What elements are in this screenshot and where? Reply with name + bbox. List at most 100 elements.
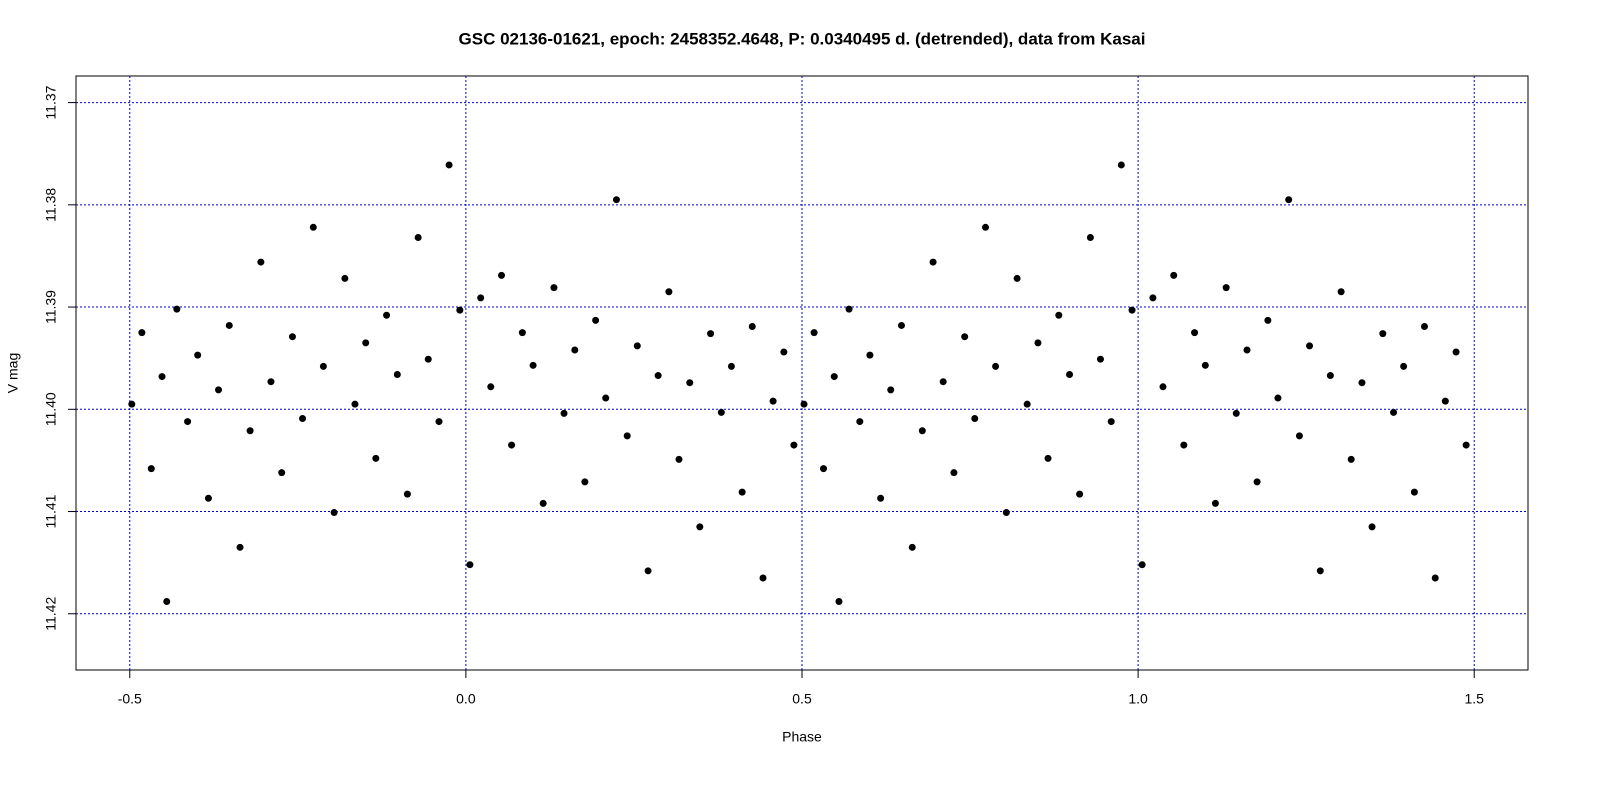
data-point [654, 372, 662, 380]
data-point [1055, 311, 1063, 319]
data-point [830, 373, 838, 381]
data-point [1347, 455, 1355, 463]
data-point [1441, 397, 1449, 405]
y-axis-label: V mag [5, 353, 21, 393]
data-point [592, 316, 600, 324]
data-point [278, 469, 286, 477]
data-point [1023, 400, 1031, 408]
data-point [1337, 288, 1345, 296]
data-point [1066, 371, 1074, 379]
data-point [309, 223, 317, 231]
chart-title: GSC 02136-01621, epoch: 2458352.4648, P:… [459, 29, 1146, 48]
data-point [820, 465, 828, 473]
data-point [612, 196, 620, 204]
data-point [971, 414, 979, 422]
data-point [1358, 379, 1366, 387]
x-tick-label: 1.0 [1128, 691, 1148, 707]
data-point [1180, 441, 1188, 449]
data-point [529, 361, 537, 369]
data-point [498, 271, 506, 279]
data-point [866, 351, 874, 359]
data-point [435, 418, 443, 426]
data-point [1390, 408, 1398, 416]
data-point [633, 342, 641, 350]
data-point [393, 371, 401, 379]
data-point [1002, 509, 1010, 517]
data-point [908, 543, 916, 551]
data-point [466, 561, 474, 569]
data-point [1462, 441, 1470, 449]
data-point [707, 330, 715, 338]
data-point [1076, 490, 1084, 498]
data-point [1044, 454, 1052, 462]
data-point [383, 311, 391, 319]
data-point [950, 469, 958, 477]
y-tick-label: 11.42 [43, 597, 59, 631]
data-point [225, 321, 233, 329]
x-axis-label: Phase [782, 729, 822, 745]
data-point [1222, 284, 1230, 292]
data-point [288, 333, 296, 341]
x-tick-label: 0.5 [792, 691, 812, 707]
y-tick-label: 11.41 [43, 494, 59, 528]
data-point [982, 223, 990, 231]
data-point [236, 543, 244, 551]
data-point [299, 414, 307, 422]
data-point [1368, 523, 1376, 531]
data-point [929, 258, 937, 266]
data-point [560, 409, 568, 417]
data-point [194, 351, 202, 359]
data-point [1285, 196, 1293, 204]
data-point [696, 523, 704, 531]
data-point [602, 394, 610, 402]
data-point [1379, 330, 1387, 338]
data-point [477, 294, 485, 302]
data-point [330, 509, 338, 517]
data-point [1232, 409, 1240, 417]
data-point [362, 339, 370, 347]
data-point [717, 408, 725, 416]
x-tick-label: 1.5 [1464, 691, 1484, 707]
data-point [644, 567, 652, 575]
data-point [1452, 348, 1460, 356]
data-point [1410, 488, 1418, 496]
data-point [835, 598, 843, 606]
data-point [414, 234, 422, 242]
data-point [623, 432, 631, 440]
data-point [445, 161, 453, 169]
data-point [173, 305, 181, 313]
data-point [424, 355, 432, 363]
x-tick-label: -0.5 [118, 691, 142, 707]
data-point [128, 400, 136, 408]
data-point [550, 284, 558, 292]
data-point [1306, 342, 1314, 350]
data-point [1096, 355, 1104, 363]
y-tick-label: 11.38 [43, 188, 59, 222]
data-point [539, 499, 547, 507]
y-tick-label: 11.39 [43, 290, 59, 324]
data-point [1107, 418, 1115, 426]
data-point [581, 478, 589, 486]
data-point [856, 418, 864, 426]
data-point [163, 598, 171, 606]
data-point [1201, 361, 1209, 369]
data-point [1316, 567, 1324, 575]
data-point [1149, 294, 1157, 302]
data-point [184, 418, 192, 426]
data-point [1128, 306, 1136, 314]
data-point [1138, 561, 1146, 569]
data-point [147, 465, 155, 473]
data-point [341, 274, 349, 282]
data-point [518, 329, 526, 337]
data-point [1211, 499, 1219, 507]
data-point [403, 490, 411, 498]
data-point [1295, 432, 1303, 440]
data-point [790, 441, 798, 449]
data-point [686, 379, 694, 387]
x-tick-label: 0.0 [456, 691, 476, 707]
data-point [877, 494, 885, 502]
data-point [1264, 316, 1272, 324]
data-point [319, 362, 327, 370]
data-point [1013, 274, 1021, 282]
